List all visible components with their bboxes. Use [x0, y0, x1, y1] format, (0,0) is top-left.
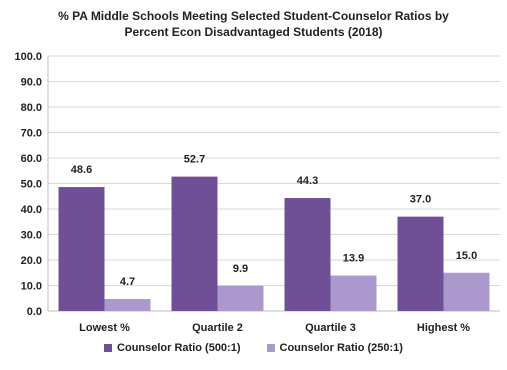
- data-label: 52.7: [184, 154, 205, 166]
- legend-item: Counselor Ratio (500:1): [104, 342, 241, 354]
- y-tick-label: 30.0: [21, 230, 42, 242]
- y-tick-label: 60.0: [21, 153, 42, 165]
- y-tick-label: 20.0: [21, 255, 42, 267]
- x-tick-label: Quartile 2: [192, 322, 243, 334]
- data-label: 44.3: [297, 175, 318, 187]
- bar-250-1: [330, 275, 377, 311]
- data-label: 13.9: [343, 253, 364, 265]
- plot-area: 0.0 10.0 20.0 30.0 40.0 50.0 60.0 70.0 80.0 90.0 1…: [14, 51, 500, 334]
- bar-500-1: [397, 216, 444, 311]
- bar-250-1: [104, 299, 151, 311]
- x-tick-label: Lowest %: [79, 322, 130, 334]
- bar-500-1: [58, 187, 105, 311]
- y-tick-label: 10.0: [21, 281, 42, 293]
- y-tick-label: 70.0: [21, 128, 42, 140]
- y-tick-label: 90.0: [21, 77, 42, 89]
- y-tick-label: 80.0: [21, 102, 42, 114]
- bar-500-1: [171, 176, 218, 311]
- x-tick-label: Quartile 3: [305, 322, 356, 334]
- bar-250-1: [443, 272, 490, 311]
- chart-title: % PA Middle Schools Meeting Selected Stu…: [58, 9, 449, 23]
- y-tick-label: 40.0: [21, 204, 42, 216]
- legend-label: Counselor Ratio (250:1): [279, 342, 403, 354]
- y-tick-label: 100.0: [14, 51, 42, 63]
- chart-title-block: % PA Middle Schools Meeting Selected Stu…: [0, 8, 507, 40]
- bar-250-1: [217, 285, 264, 311]
- data-label: 48.6: [71, 164, 92, 176]
- data-label: 9.9: [233, 263, 248, 275]
- legend-swatch: [266, 344, 275, 352]
- legend-swatch: [104, 344, 113, 352]
- x-tick-label: Highest %: [417, 322, 470, 334]
- data-label: 37.0: [410, 194, 431, 206]
- legend: Counselor Ratio (500:1) Counselor Ratio (…: [0, 342, 507, 354]
- chart-subtitle: Percent Econ Disadvantaged Students (201…: [124, 25, 383, 39]
- data-label: 4.7: [120, 276, 135, 288]
- bar-500-1: [284, 198, 331, 311]
- legend-label: Counselor Ratio (500:1): [117, 342, 241, 354]
- data-label: 15.0: [456, 250, 477, 262]
- y-tick-label: 50.0: [21, 179, 42, 191]
- y-tick-label: 0.0: [27, 306, 42, 318]
- legend-item: Counselor Ratio (250:1): [266, 342, 403, 354]
